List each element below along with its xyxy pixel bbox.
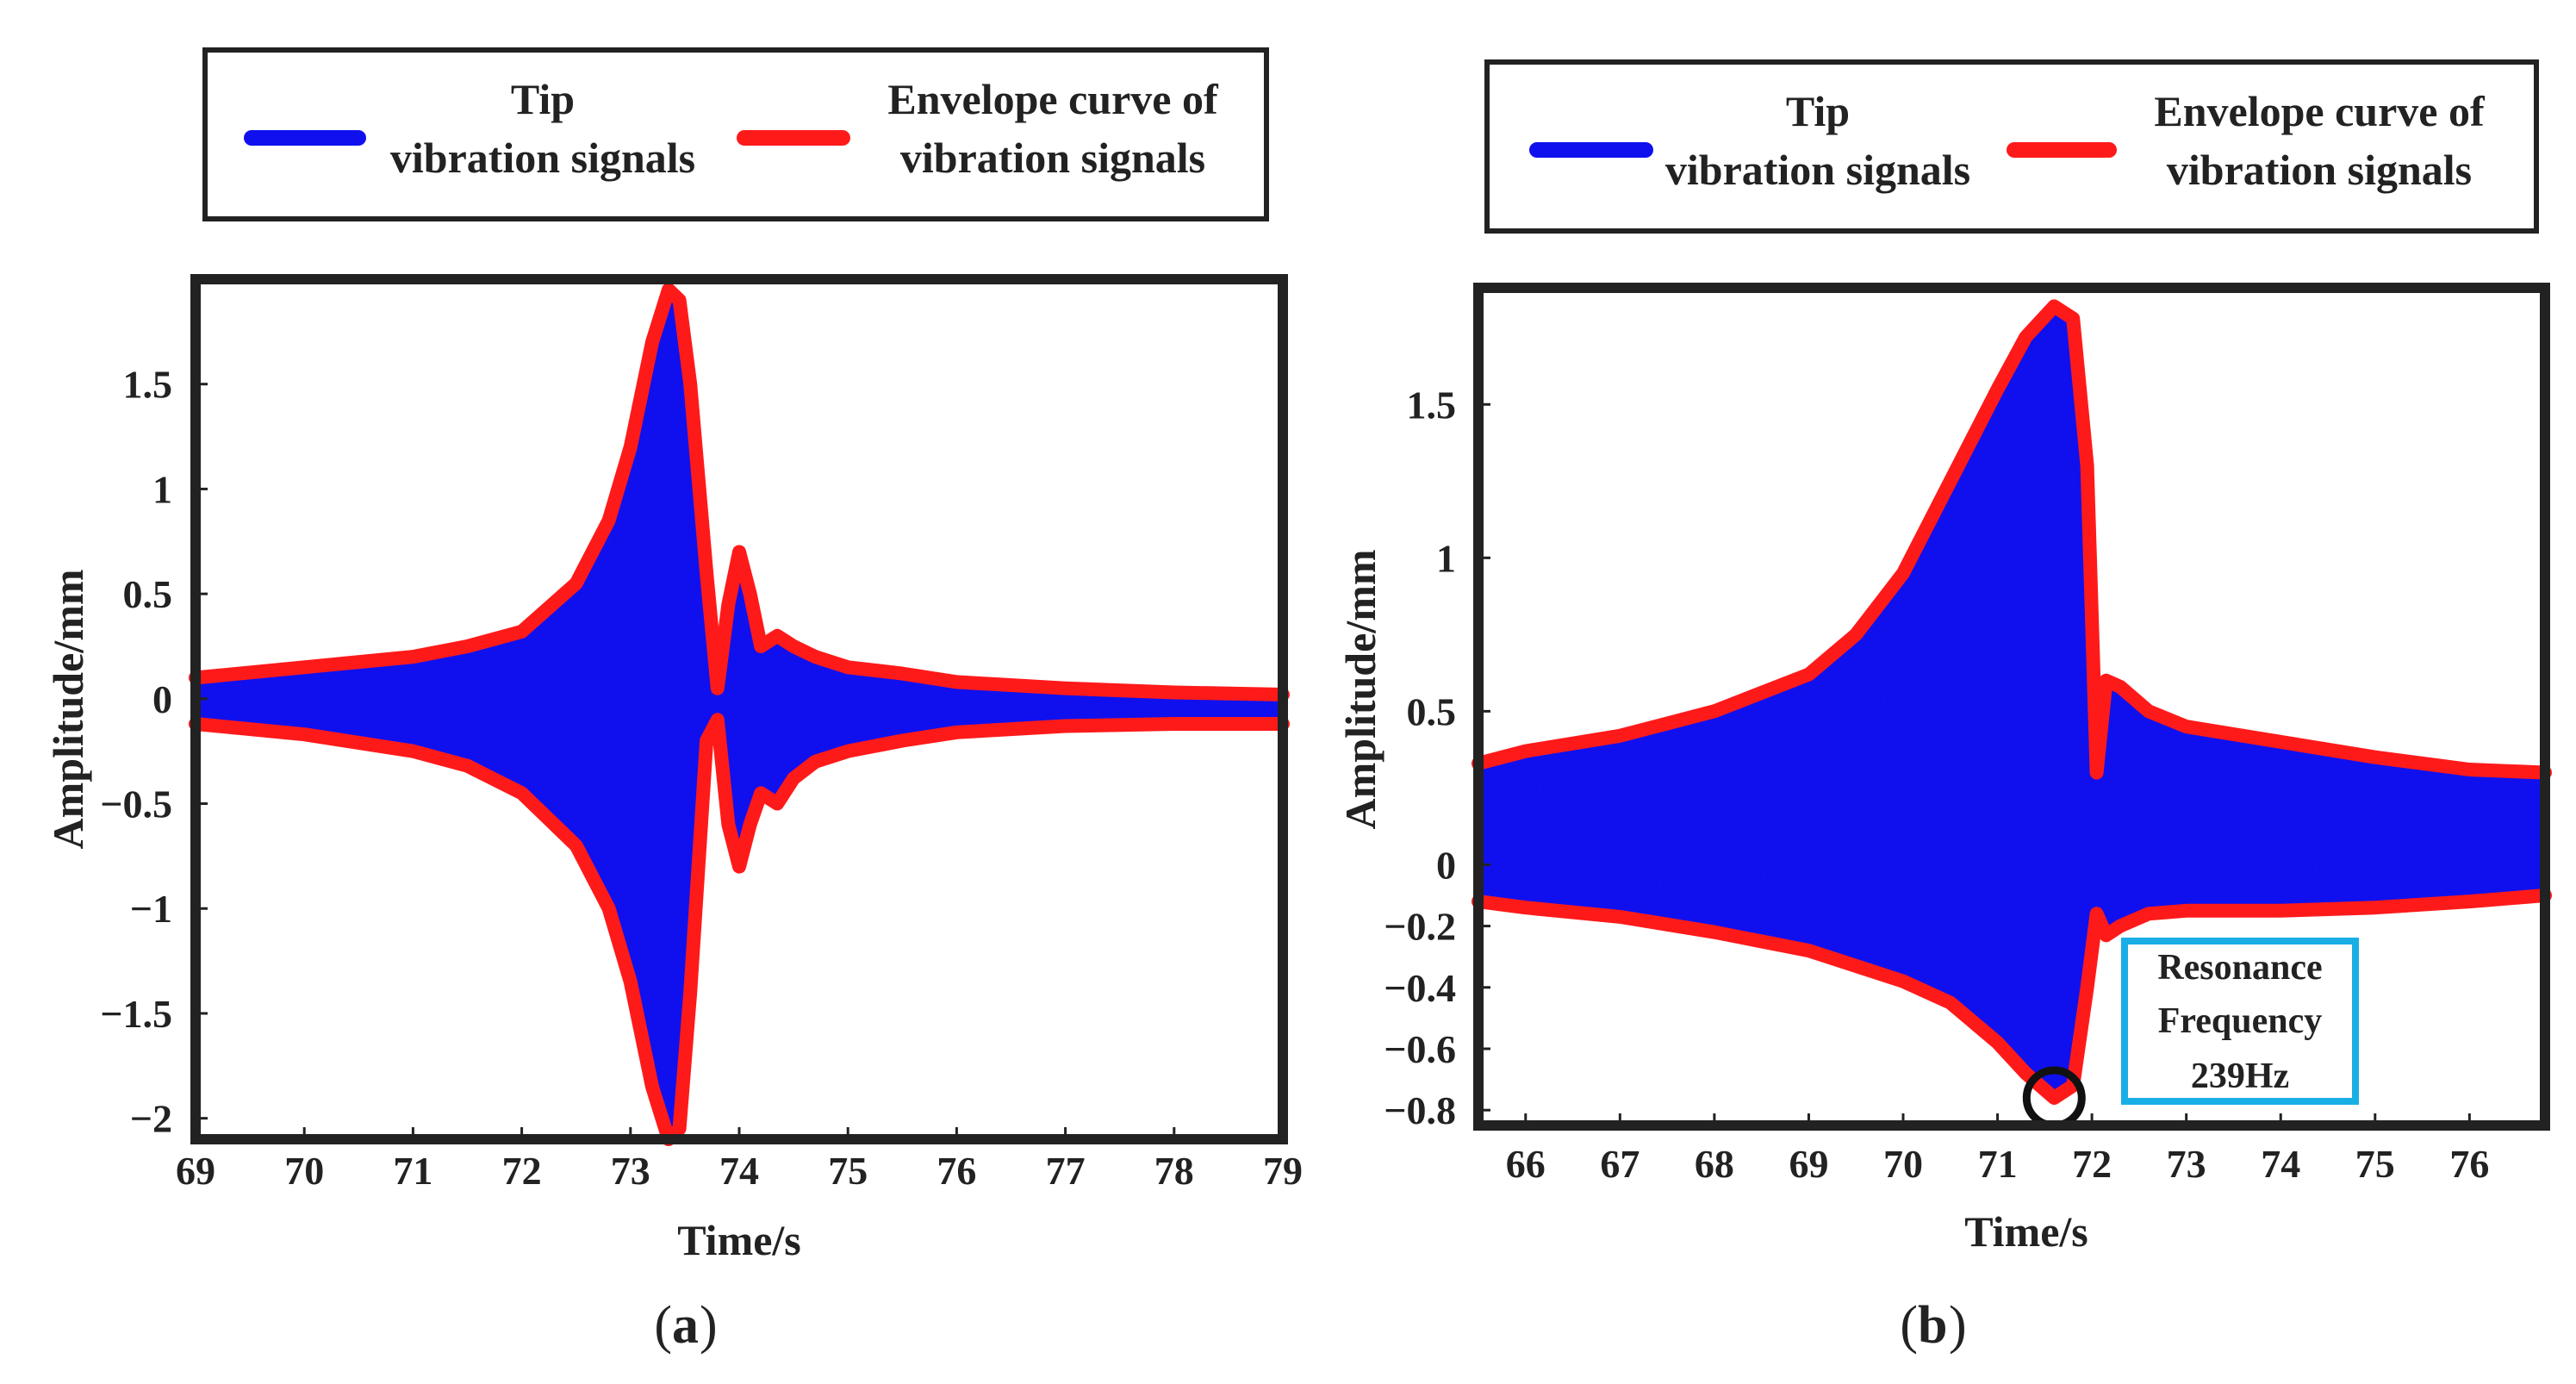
y-tick-label: 0.5 — [1407, 689, 1457, 733]
x-tick-label: 69 — [176, 1149, 215, 1193]
y-tick-label: 1.5 — [123, 363, 173, 407]
envelope-upper — [189, 283, 1290, 701]
caption-b-letter: b — [1918, 1296, 1947, 1355]
y-tick-label: −1 — [130, 887, 172, 931]
panel-b: Tip vibration signals Envelope curve of … — [1336, 59, 2552, 1355]
resonance-line3: 239Hz — [2191, 1057, 2289, 1096]
x-tick-label: 71 — [1978, 1142, 2018, 1186]
envelope-upper — [1472, 299, 2552, 780]
y-tick-label: −0.5 — [100, 782, 172, 826]
axes-frame-a — [190, 274, 1288, 1144]
y-tick-label: −2 — [130, 1097, 172, 1141]
y-tick-label: 0.5 — [123, 572, 173, 616]
x-tick-label: 70 — [284, 1149, 324, 1193]
tip-vibration-signal — [195, 290, 1284, 1138]
caption-b-open: ( — [1900, 1296, 1918, 1355]
caption-a-close: ) — [700, 1296, 718, 1355]
envelope-lower — [1472, 888, 2552, 1105]
caption-a-letter: a — [672, 1296, 699, 1355]
x-tick-label: 76 — [2449, 1142, 2489, 1186]
x-tick-label: 70 — [1883, 1142, 1923, 1186]
y-tick-label: −0.8 — [1384, 1088, 1456, 1132]
envelope-lower — [189, 713, 1290, 1146]
y-axis-label-b: Amplitude/mm — [1336, 550, 1384, 830]
legend-a: Tip vibration signals Envelope curve of … — [202, 47, 1269, 221]
plot-area-b — [1472, 299, 2552, 1130]
resonance-line2: Frequency — [2158, 1001, 2323, 1041]
legend-envelope-line1: Envelope curve of — [887, 75, 1219, 123]
x-tick-label: 78 — [1154, 1149, 1194, 1193]
legend-box — [202, 47, 1269, 221]
y-tick-label: 1.5 — [1407, 383, 1457, 427]
x-tick-label: 73 — [611, 1149, 650, 1193]
legend-envelope-line1: Envelope curve of — [2154, 87, 2486, 135]
resonance-line1: Resonance — [2157, 948, 2322, 988]
y-tick-label: −0.4 — [1384, 966, 1456, 1010]
y-tick-label: 1 — [152, 467, 172, 511]
caption-b-close: ) — [1949, 1296, 1967, 1355]
x-tick-label: 69 — [1789, 1142, 1828, 1186]
legend-signal-line2: vibration signals — [390, 134, 695, 182]
y-tick-label: −0.2 — [1384, 905, 1456, 949]
x-tick-label: 76 — [936, 1149, 976, 1193]
legend-signal-line1: Tip — [511, 75, 575, 123]
y-tick-label: 0 — [1436, 843, 1456, 887]
resonance-box — [2121, 938, 2359, 1105]
y-tick-label: 1 — [1436, 536, 1456, 580]
x-tick-label: 79 — [1263, 1149, 1303, 1193]
legend-signal-line1: Tip — [1786, 87, 1850, 135]
legend-envelope-line2: vibration signals — [2167, 146, 2472, 194]
caption-a-open: ( — [654, 1296, 672, 1355]
plot-area-a — [189, 283, 1290, 1146]
x-tick-label: 71 — [393, 1149, 432, 1193]
x-tick-label: 75 — [828, 1149, 868, 1193]
y-tick-label: 0 — [152, 677, 172, 721]
panel-a: Tip vibration signals Envelope curve of … — [44, 47, 1303, 1355]
y-axis-label-a: Amplitude/mm — [44, 570, 92, 850]
x-tick-label: 77 — [1046, 1149, 1086, 1193]
x-tick-label: 74 — [2261, 1142, 2300, 1186]
x-axis-label-b: Time/s — [1964, 1207, 2088, 1256]
x-tick-label: 68 — [1695, 1142, 1734, 1186]
x-tick-label: 67 — [1600, 1142, 1640, 1186]
legend-signal-line2: vibration signals — [1665, 146, 1970, 194]
y-tick-label: −0.6 — [1384, 1027, 1456, 1071]
x-tick-label: 73 — [2167, 1142, 2206, 1186]
y-tick-label: −1.5 — [100, 992, 172, 1036]
x-tick-label: 75 — [2355, 1142, 2395, 1186]
x-tick-label: 74 — [719, 1149, 759, 1193]
x-tick-label: 72 — [502, 1149, 542, 1193]
axes-frame-b — [1473, 283, 2550, 1131]
legend-envelope-line2: vibration signals — [900, 134, 1205, 182]
x-tick-label: 72 — [2072, 1142, 2112, 1186]
x-axis-label-a: Time/s — [677, 1216, 801, 1264]
legend-b: Tip vibration signals Envelope curve of … — [1484, 59, 2539, 234]
resonance-annotation: Resonance Frequency 239Hz — [2121, 938, 2359, 1105]
x-tick-label: 66 — [1506, 1142, 1546, 1186]
